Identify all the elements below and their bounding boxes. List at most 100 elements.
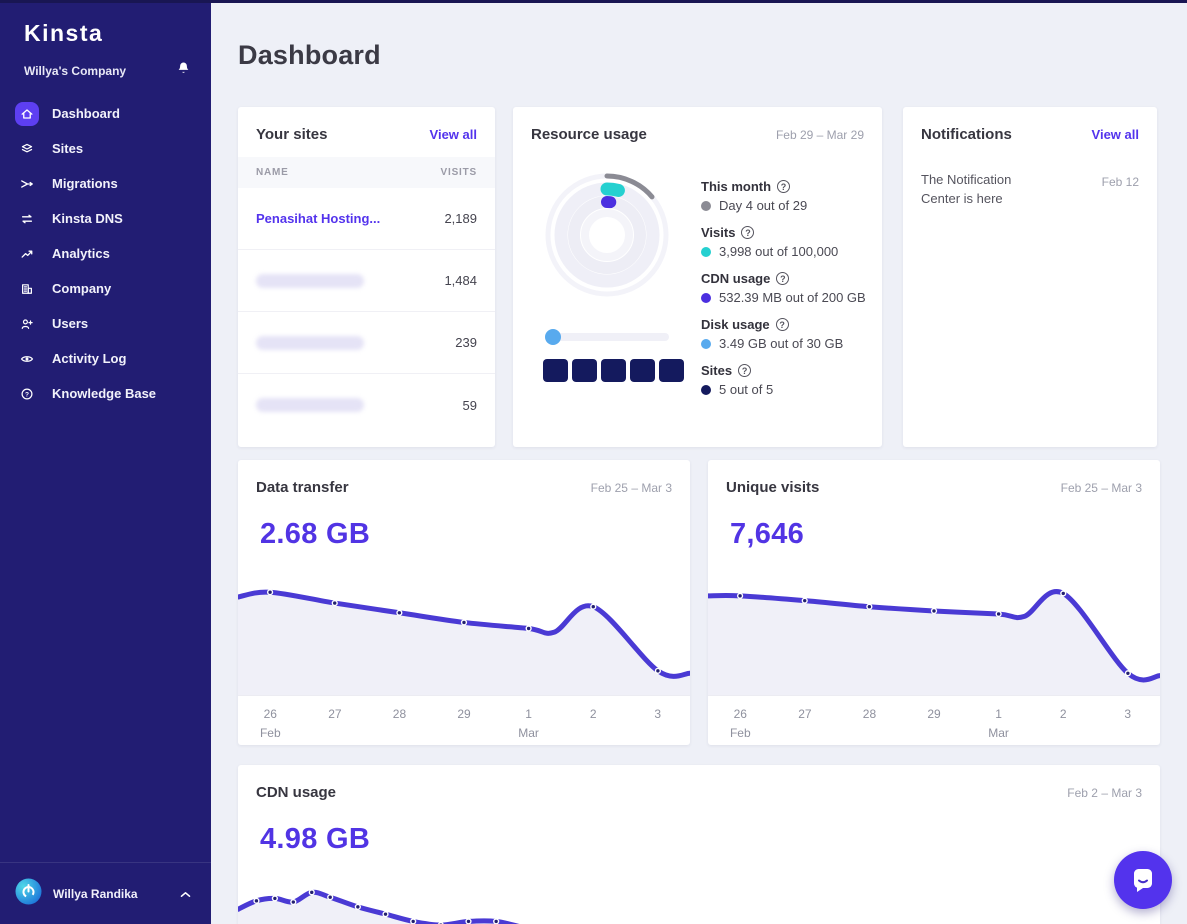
resource-donut-chart — [541, 169, 673, 306]
site-block — [601, 359, 626, 382]
stat-this-month: This month? Day 4 out of 29 — [701, 179, 808, 213]
sidebar-item-label: Company — [52, 281, 112, 296]
sidebar-item-migrations[interactable]: Migrations — [0, 166, 211, 201]
table-row[interactable]: 1,484 — [238, 250, 495, 312]
site-visits: 1,484 — [444, 273, 477, 288]
view-all-notifications-link[interactable]: View all — [1091, 127, 1139, 142]
sidebar-item-users[interactable]: Users — [0, 306, 211, 341]
sidebar-item-company[interactable]: Company — [0, 271, 211, 306]
building-icon — [15, 277, 39, 301]
sidebar-item-label: Analytics — [52, 246, 110, 261]
notifications-card: Notifications View all The Notification … — [903, 107, 1157, 447]
resource-usage-card: Resource usage Feb 29 – Mar 29 This mont… — [513, 107, 882, 447]
redacted-site-name — [256, 335, 364, 350]
sidebar-item-label: Migrations — [52, 176, 118, 191]
notification-item[interactable]: The Notification Center is here Feb 12 — [903, 157, 1157, 223]
user-menu[interactable]: Willya Randika — [0, 862, 211, 924]
legend-dot — [701, 338, 711, 349]
chat-bubble-icon — [1134, 869, 1152, 892]
view-all-sites-link[interactable]: View all — [429, 127, 477, 142]
help-icon[interactable]: ? — [741, 226, 755, 239]
legend-dot — [701, 246, 711, 257]
sidebar-item-label: Users — [52, 316, 89, 331]
disk-usage-dot — [545, 329, 561, 345]
disk-usage-bar — [545, 329, 669, 345]
x-axis: 26 Feb 27 28 29 1 Mar 2 3 — [708, 695, 1160, 745]
data-transfer-chart — [238, 560, 690, 695]
legend-dot — [701, 384, 711, 395]
site-visits: 2,189 — [444, 211, 477, 226]
site-visits: 239 — [455, 335, 477, 350]
sidebar-item-label: Activity Log — [52, 351, 127, 366]
sidebar-item-kinsta-dns[interactable]: Kinsta DNS — [0, 201, 211, 236]
sites-blocks — [543, 359, 684, 382]
sidebar-item-dashboard[interactable]: Dashboard — [0, 96, 211, 131]
table-row[interactable]: Penasihat Hosting... 2,189 — [238, 188, 495, 250]
column-visits: Visits — [440, 167, 477, 178]
notification-text: The Notification Center is here — [921, 172, 1012, 206]
sites-table-header: Name Visits — [238, 157, 495, 188]
sidebar-item-knowledge-base[interactable]: ? Knowledge Base — [0, 376, 211, 411]
stat-disk-usage: Disk usage? 3.49 GB out of 30 GB — [701, 317, 844, 351]
sidebar-nav: Dashboard Sites Migrations Kinsta DNS An… — [0, 96, 211, 411]
sidebar: Kinsta Willya's Company Dashboard Sites … — [0, 0, 211, 924]
trend-up-icon — [15, 242, 39, 266]
card-title: Your sites — [256, 126, 328, 143]
redacted-site-name — [256, 273, 364, 288]
date-range: Feb 25 – Mar 3 — [1060, 480, 1142, 495]
sidebar-item-label: Sites — [52, 141, 84, 156]
main-content: Dashboard Your sites View all Name Visit… — [211, 0, 1187, 924]
cdn-usage-total: 4.98 GB — [260, 823, 371, 855]
legend-dot — [701, 200, 711, 211]
data-transfer-card: Data transfer Feb 25 – Mar 3 2.68 GB 26 F… — [238, 460, 690, 745]
avatar — [15, 878, 42, 910]
help-icon[interactable]: ? — [738, 364, 752, 377]
chat-launcher-button[interactable] — [1114, 851, 1172, 909]
site-block — [630, 359, 655, 382]
sidebar-item-analytics[interactable]: Analytics — [0, 236, 211, 271]
help-icon[interactable]: ? — [775, 318, 789, 331]
sidebar-item-label: Knowledge Base — [52, 386, 157, 401]
cdn-usage-card: CDN usage Feb 2 – Mar 3 4.98 GB — [238, 765, 1160, 924]
card-title: Unique visits — [726, 479, 820, 496]
chevron-up-icon[interactable] — [180, 885, 191, 903]
cdn-usage-chart — [238, 865, 1160, 924]
site-visits: 59 — [462, 397, 477, 413]
card-title: CDN usage — [256, 784, 337, 801]
table-row[interactable]: 239 — [238, 312, 495, 374]
unique-visits-card: Unique visits Feb 25 – Mar 3 7,646 26 Feb… — [708, 460, 1160, 745]
sidebar-item-label: Dashboard — [52, 106, 120, 121]
svg-text:?: ? — [25, 391, 29, 398]
stat-cdn-usage: CDN usage? 532.39 MB out of 200 GB — [701, 271, 866, 305]
stat-visits: Visits? 3,998 out of 100,000 — [701, 225, 839, 259]
site-link[interactable]: Penasihat Hosting... — [256, 211, 381, 226]
resource-stats: This month? Day 4 out of 29 Visits? 3,99… — [701, 179, 866, 409]
site-block — [572, 359, 597, 382]
date-range: Feb 29 – Mar 29 — [775, 127, 864, 142]
page-title: Dashboard — [238, 40, 381, 70]
eye-icon — [15, 347, 39, 371]
column-name: Name — [256, 167, 289, 178]
unique-visits-chart — [708, 560, 1160, 695]
x-axis: 26 Feb 27 28 29 1 Mar 2 3 — [238, 695, 690, 745]
help-icon[interactable]: ? — [777, 180, 791, 193]
notification-date: Feb 12 — [1101, 175, 1139, 189]
sidebar-item-activity-log[interactable]: Activity Log — [0, 341, 211, 376]
bell-icon[interactable] — [176, 61, 191, 81]
card-title: Notifications — [921, 126, 1012, 143]
unique-visits-total: 7,646 — [730, 518, 805, 550]
redacted-site-name — [256, 398, 364, 412]
sidebar-item-label: Kinsta DNS — [52, 211, 123, 226]
your-sites-card: Your sites View all Name Visits Penasiha… — [238, 107, 495, 447]
table-row[interactable]: 59 — [238, 374, 495, 436]
stat-sites: Sites? 5 out of 5 — [701, 363, 774, 397]
legend-dot — [701, 292, 711, 303]
data-transfer-total: 2.68 GB — [260, 518, 371, 550]
card-title: Resource usage — [531, 126, 647, 143]
company-name: Willya's Company — [24, 64, 127, 78]
home-icon — [15, 101, 39, 126]
migration-arrow-icon — [15, 172, 39, 196]
help-icon[interactable]: ? — [776, 272, 790, 285]
card-title: Data transfer — [256, 479, 349, 496]
sidebar-item-sites[interactable]: Sites — [0, 131, 211, 166]
